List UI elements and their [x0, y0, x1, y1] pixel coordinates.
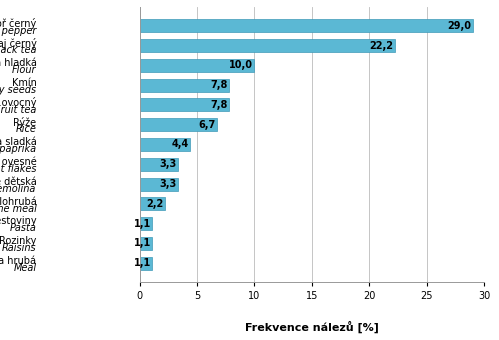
Text: 6,7: 6,7 [198, 120, 215, 130]
Text: Rozinky: Rozinky [0, 236, 36, 246]
Bar [140, 237, 152, 250]
Text: 3,3: 3,3 [159, 179, 176, 189]
Text: Meal: Meal [13, 263, 36, 273]
Text: Mouka hrubá: Mouka hrubá [0, 256, 36, 266]
Text: 1,1: 1,1 [134, 219, 151, 229]
Text: Těstoviny: Těstoviny [0, 216, 36, 226]
Text: Čaj černý: Čaj černý [0, 37, 36, 49]
Text: Black tea: Black tea [0, 45, 36, 55]
Bar [140, 217, 152, 230]
Text: Kmín: Kmín [11, 78, 36, 88]
Bar [140, 138, 190, 151]
Bar [140, 99, 229, 111]
Bar [140, 158, 178, 171]
Text: 1,1: 1,1 [134, 258, 151, 268]
Text: Frekvence nálezů [%]: Frekvence nálezů [%] [245, 321, 379, 333]
Text: 10,0: 10,0 [229, 60, 253, 70]
Text: 22,2: 22,2 [369, 40, 393, 51]
Text: Rýže: Rýže [13, 117, 36, 128]
Text: 7,8: 7,8 [211, 100, 228, 110]
Text: 2,2: 2,2 [146, 199, 164, 209]
Text: Pasta: Pasta [9, 223, 36, 234]
Bar [140, 19, 473, 32]
Text: Krupice dětská: Krupice dětská [0, 176, 36, 187]
Text: Fine meal: Fine meal [0, 204, 36, 214]
Bar [140, 198, 165, 210]
Text: 1,1: 1,1 [134, 238, 151, 249]
Text: 7,8: 7,8 [211, 80, 228, 90]
Text: Čaj ovocný: Čaj ovocný [0, 96, 36, 108]
Bar [140, 39, 395, 52]
Text: Sweet paprika: Sweet paprika [0, 144, 36, 154]
Text: Raisins: Raisins [2, 243, 36, 253]
Text: Flour: Flour [12, 65, 36, 75]
Bar [140, 79, 229, 91]
Text: Mouka polohrubá: Mouka polohrubá [0, 196, 36, 207]
Text: Semolina: Semolina [0, 184, 36, 194]
Text: Vločky ovesné: Vločky ovesné [0, 156, 36, 167]
Bar [140, 178, 178, 190]
Bar [140, 59, 254, 72]
Text: Pepř černý: Pepř černý [0, 18, 36, 29]
Text: 29,0: 29,0 [447, 21, 471, 31]
Text: Mouka hladká: Mouka hladká [0, 58, 36, 68]
Text: Fruit tea: Fruit tea [0, 105, 36, 115]
Bar [140, 257, 152, 270]
Text: 4,4: 4,4 [172, 139, 189, 150]
Text: Caraway seeds: Caraway seeds [0, 85, 36, 95]
Text: Oat flakes: Oat flakes [0, 164, 36, 174]
Bar [140, 118, 217, 131]
Text: Black pepper: Black pepper [0, 26, 36, 35]
Text: 3,3: 3,3 [159, 159, 176, 169]
Text: Paprika sladká: Paprika sladká [0, 137, 36, 147]
Text: Rice: Rice [15, 124, 36, 134]
